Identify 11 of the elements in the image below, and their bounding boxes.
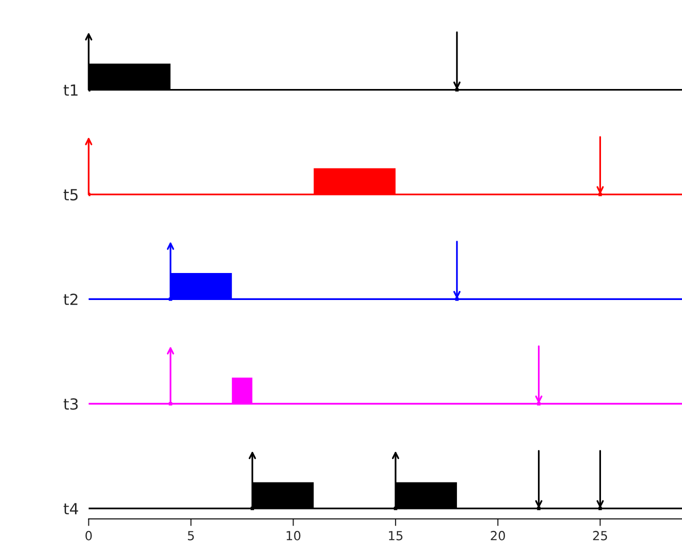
x-tick-label: 10	[286, 530, 300, 540]
y-tick-label: t4	[64, 503, 78, 514]
y-tick-label: t5	[64, 189, 78, 200]
x-tick-label: 25	[593, 530, 608, 540]
x-tick-label: 0	[86, 530, 92, 540]
x-tick-label: 5	[188, 531, 194, 540]
y-tick-label: t3	[64, 398, 78, 410]
x-tick-label: 20	[490, 530, 505, 540]
x-tick-label: 15	[388, 531, 402, 540]
y-tick-label: t1	[64, 84, 78, 96]
y-tick-label: t2	[64, 294, 78, 305]
